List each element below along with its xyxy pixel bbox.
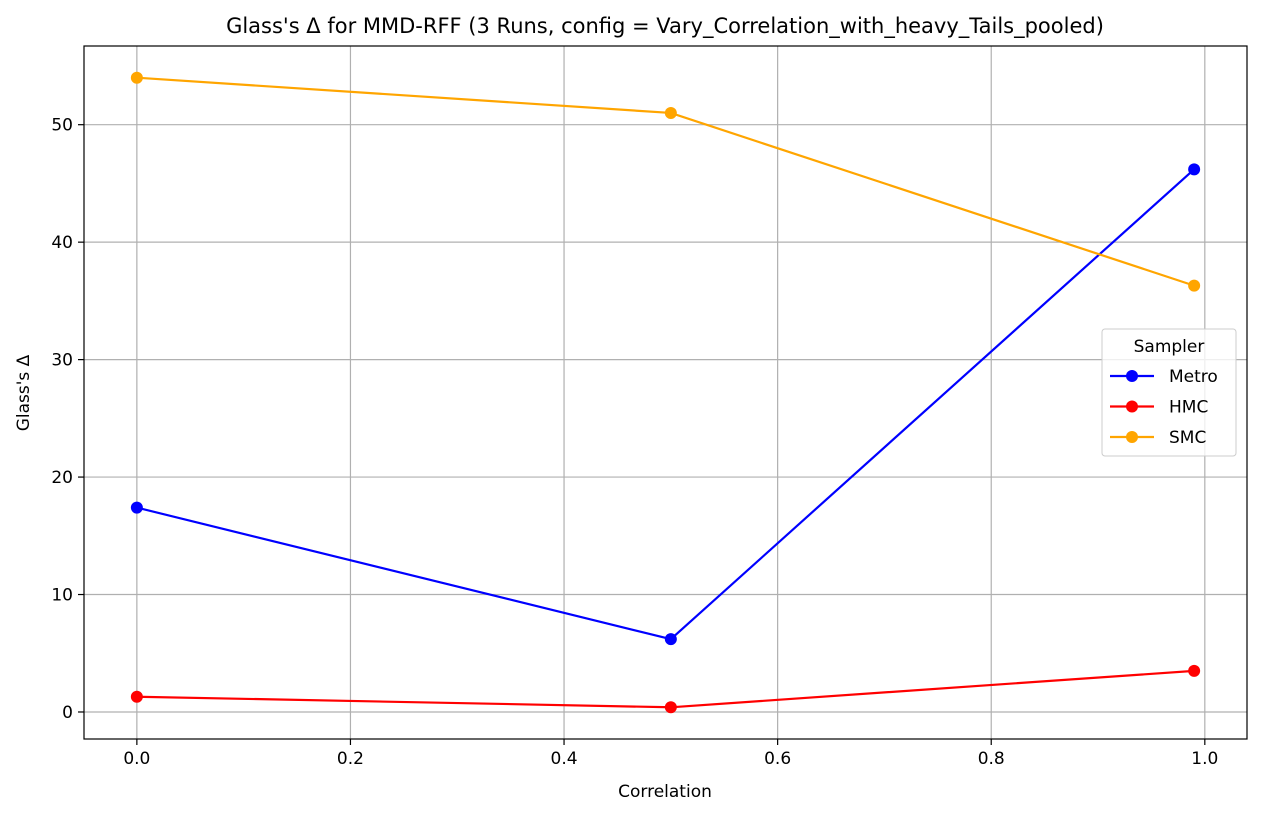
y-tick-label: 20 (51, 468, 73, 488)
data-point-hmc (1188, 664, 1201, 677)
x-tick-label: 0.4 (551, 749, 578, 769)
legend-title: Sampler (1134, 337, 1205, 357)
legend-marker-metro (1126, 370, 1138, 382)
x-axis-label: Correlation (618, 782, 712, 802)
x-axis-ticks: 0.0 0.2 0.4 0.6 0.8 1.0 (123, 739, 1218, 769)
legend-label-metro: Metro (1169, 367, 1218, 387)
data-point-hmc (130, 690, 143, 703)
data-point-hmc (664, 701, 677, 714)
data-point-metro (664, 633, 677, 646)
y-tick-label: 10 (51, 586, 73, 606)
data-point-smc (130, 71, 143, 84)
y-tick-label: 40 (51, 233, 73, 253)
series-layer (130, 71, 1201, 714)
data-point-metro (130, 501, 143, 514)
legend-marker-smc (1126, 431, 1138, 443)
legend-marker-hmc (1126, 400, 1138, 413)
x-tick-label: 0.2 (337, 749, 364, 769)
data-point-smc (1188, 279, 1201, 292)
x-tick-label: 0.6 (764, 749, 791, 769)
y-tick-label: 30 (51, 351, 73, 371)
x-tick-label: 0.8 (978, 749, 1005, 769)
data-point-metro (1188, 163, 1201, 176)
y-tick-label: 50 (51, 116, 73, 136)
legend-label-smc: SMC (1169, 428, 1206, 448)
x-tick-label: 0.0 (123, 749, 150, 769)
y-axis-label: Glass's Δ (14, 354, 34, 431)
y-axis-ticks: 0 10 20 30 40 50 (51, 116, 84, 723)
chart-title: Glass's Δ for MMD-RFF (3 Runs, config = … (226, 14, 1104, 39)
plot-area-frame (83, 45, 1248, 740)
legend: Sampler Metro HMC SMC (1101, 328, 1237, 457)
legend-label-hmc: HMC (1169, 398, 1208, 418)
x-tick-label: 1.0 (1191, 749, 1218, 769)
data-point-smc (664, 106, 677, 119)
legend-box (1101, 328, 1237, 457)
y-tick-label: 0 (62, 703, 73, 723)
